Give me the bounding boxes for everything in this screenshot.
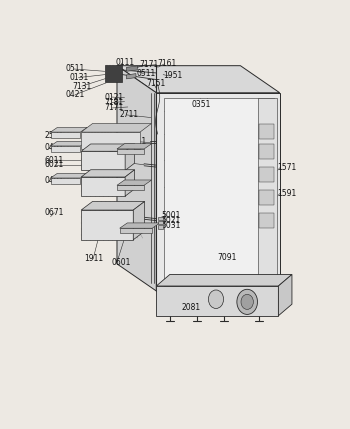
Polygon shape: [50, 132, 80, 138]
Polygon shape: [120, 223, 160, 228]
Text: 7171: 7171: [105, 103, 124, 112]
Text: 0351: 0351: [191, 100, 211, 109]
Text: 7131: 7131: [72, 82, 91, 91]
Polygon shape: [81, 151, 125, 170]
Polygon shape: [259, 190, 274, 205]
Polygon shape: [117, 144, 152, 149]
Polygon shape: [117, 185, 144, 190]
Polygon shape: [50, 178, 80, 184]
Text: 1911: 1911: [84, 254, 103, 263]
Polygon shape: [156, 93, 280, 291]
Text: 0121: 0121: [105, 93, 124, 102]
Text: 2711: 2711: [119, 110, 138, 119]
Polygon shape: [125, 144, 135, 170]
Text: 0511: 0511: [65, 64, 85, 73]
Polygon shape: [156, 286, 278, 316]
Text: 0511: 0511: [136, 69, 156, 78]
Polygon shape: [81, 210, 133, 240]
Polygon shape: [259, 124, 274, 139]
Polygon shape: [81, 170, 135, 177]
Text: 7181: 7181: [105, 98, 124, 107]
Text: 5031: 5031: [161, 221, 180, 230]
Polygon shape: [105, 65, 122, 82]
Polygon shape: [133, 202, 145, 240]
Text: 2531: 2531: [44, 130, 64, 139]
Polygon shape: [126, 66, 137, 71]
Text: 6021: 6021: [44, 160, 64, 169]
Polygon shape: [259, 167, 274, 182]
Text: 0601: 0601: [111, 258, 131, 267]
Text: 1951: 1951: [163, 71, 182, 80]
Circle shape: [208, 290, 224, 308]
Polygon shape: [126, 74, 136, 79]
Text: 0111: 0111: [116, 58, 135, 67]
Polygon shape: [81, 177, 125, 196]
Polygon shape: [120, 228, 152, 233]
Text: 5001: 5001: [161, 211, 180, 221]
Polygon shape: [117, 66, 280, 93]
Polygon shape: [50, 173, 87, 178]
Polygon shape: [81, 132, 140, 148]
Polygon shape: [81, 202, 145, 210]
Text: 6011: 6011: [44, 156, 64, 165]
Text: 0491: 0491: [44, 143, 64, 152]
Text: 0421: 0421: [66, 90, 85, 99]
Polygon shape: [158, 221, 162, 224]
Polygon shape: [158, 217, 162, 220]
Polygon shape: [117, 180, 152, 185]
Polygon shape: [164, 98, 274, 286]
Text: 0341: 0341: [114, 157, 134, 166]
Text: 5021: 5021: [161, 216, 180, 225]
Text: 0491: 0491: [44, 176, 64, 185]
Text: 2541: 2541: [109, 145, 128, 154]
Text: 7091: 7091: [217, 253, 237, 262]
Circle shape: [237, 289, 258, 314]
Polygon shape: [81, 124, 152, 132]
Text: 7151: 7151: [147, 79, 166, 88]
Polygon shape: [258, 98, 277, 286]
Text: 0481: 0481: [94, 133, 113, 142]
Text: 7161: 7161: [158, 59, 177, 68]
Polygon shape: [50, 127, 87, 132]
Polygon shape: [117, 149, 144, 154]
Text: 7331: 7331: [119, 214, 139, 223]
Text: 0671: 0671: [44, 208, 64, 217]
Polygon shape: [81, 144, 135, 151]
Text: 0501: 0501: [104, 182, 123, 191]
Polygon shape: [259, 213, 274, 228]
Polygon shape: [50, 146, 80, 152]
Text: 1591: 1591: [277, 189, 296, 198]
Polygon shape: [50, 141, 87, 146]
Text: 1571: 1571: [277, 163, 296, 172]
Text: 2081: 2081: [182, 303, 201, 312]
Text: 0131: 0131: [70, 73, 89, 82]
Polygon shape: [117, 66, 156, 291]
Text: 7171: 7171: [139, 60, 159, 69]
Circle shape: [241, 294, 253, 309]
Polygon shape: [158, 225, 162, 229]
Polygon shape: [259, 144, 274, 159]
Text: 7311: 7311: [127, 137, 147, 146]
Polygon shape: [278, 275, 292, 316]
Polygon shape: [125, 170, 135, 196]
Polygon shape: [156, 275, 292, 286]
